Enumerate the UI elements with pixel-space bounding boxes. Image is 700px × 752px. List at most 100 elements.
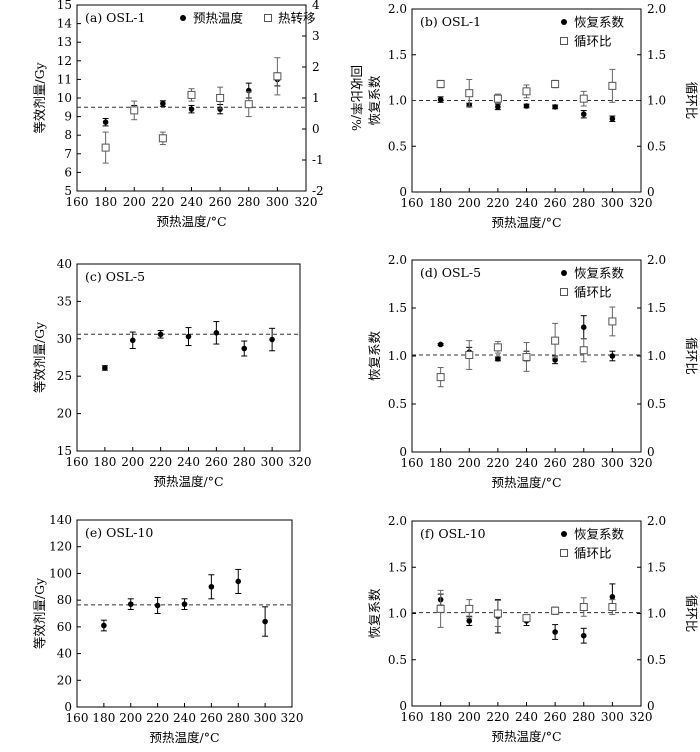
legend-label: 循环比: [574, 34, 612, 49]
legend-label: 恢复系数: [574, 15, 625, 30]
y2-tick-label: 1.0: [647, 94, 666, 108]
x-tick-label: 180: [93, 455, 116, 469]
y-tick-label: 60: [57, 620, 72, 634]
x-tick-label: 320: [630, 710, 653, 724]
x-axis-label: 预热温度/°C: [491, 215, 561, 230]
y-tick-label: 35: [57, 294, 72, 308]
y-tick-label: 0.5: [388, 653, 407, 667]
y2-tick-label: 1: [312, 91, 320, 105]
y2-tick-label: 1.5: [647, 560, 666, 574]
x-tick-label: 160: [66, 455, 89, 469]
y2-tick-label: 0: [647, 185, 655, 199]
x-axis-label: 预热温度/°C: [491, 729, 561, 744]
y-tick-label: 40: [57, 647, 72, 661]
y-tick-label: 12: [57, 54, 72, 68]
data-point-square: [187, 90, 196, 99]
data-point-square: [608, 603, 617, 612]
y2-tick-label: -1: [312, 153, 324, 167]
data-point-dot: [580, 111, 587, 118]
y-axis-label: 恢复系数: [367, 588, 382, 639]
data-point-dot: [188, 106, 195, 112]
x-tick-label: 280: [237, 195, 260, 209]
y-tick-label: 25: [57, 369, 72, 383]
x-axis-label: 预热温度/°C: [156, 214, 226, 229]
data-point-square: [130, 106, 139, 115]
data-point-dot: [157, 331, 164, 338]
y2-tick-label: -2: [312, 184, 324, 198]
y-tick-label: 7: [64, 147, 72, 161]
x-tick-label: 240: [180, 195, 203, 209]
data-point-square: [465, 351, 474, 360]
data-point-square: [579, 346, 588, 355]
y-tick-label: 1.0: [388, 349, 407, 363]
data-point-square: [522, 614, 531, 623]
x-tick-label: 280: [572, 196, 595, 210]
data-point-square: [551, 606, 560, 615]
panel-label: (f) OSL-10: [420, 526, 486, 541]
y-tick-label: 120: [49, 540, 72, 554]
data-point-square: [493, 94, 502, 103]
y2-tick-label: 4: [312, 0, 320, 12]
data-point-square: [436, 80, 445, 89]
data-point-dot: [262, 618, 268, 625]
legend-square-marker: [560, 549, 568, 557]
data-point-dot: [437, 341, 444, 348]
y-tick-label: 0: [399, 185, 407, 199]
legend-label: 恢复系数: [574, 527, 625, 542]
x-tick-label: 320: [281, 711, 304, 725]
panel-label: (d) OSL-5: [420, 265, 481, 280]
data-point-square: [551, 336, 560, 345]
x-tick-label: 300: [254, 711, 277, 725]
data-point-dot: [437, 96, 444, 103]
x-tick-label: 220: [486, 196, 509, 210]
x-tick-label: 180: [92, 711, 115, 725]
x-tick-label: 220: [149, 455, 172, 469]
y-tick-label: 0.5: [388, 397, 407, 411]
x-tick-label: 200: [119, 711, 142, 725]
y2-tick-label: 0: [647, 445, 655, 459]
data-point-square: [579, 603, 588, 612]
legend-dot-marker: [561, 270, 567, 276]
y-tick-label: 1.5: [388, 301, 407, 315]
y2-tick-label: 2.0: [647, 2, 666, 16]
x-tick-label: 300: [601, 196, 624, 210]
y2-tick-label: 1.5: [647, 301, 666, 315]
x-tick-label: 160: [401, 196, 424, 210]
plot-frame: [76, 519, 293, 708]
y-tick-label: 1.0: [388, 607, 407, 621]
data-point-dot: [213, 330, 220, 336]
x-tick-label: 220: [486, 456, 509, 470]
x-tick-label: 280: [233, 455, 256, 469]
y2-tick-label: 0: [647, 699, 655, 713]
y-tick-label: 1.0: [388, 94, 407, 108]
x-tick-label: 160: [66, 195, 89, 209]
y-tick-label: 15: [57, 0, 72, 12]
y2-tick-label: 2.0: [647, 253, 666, 267]
panel-label: (c) OSL-5: [85, 269, 145, 284]
x-tick-label: 200: [123, 195, 146, 209]
x-tick-label: 280: [572, 710, 595, 724]
x-tick-label: 260: [544, 196, 567, 210]
legend-square-marker: [264, 14, 272, 22]
data-point-dot: [208, 583, 215, 590]
y-tick-label: 0: [64, 700, 72, 714]
y2-tick-label: 1.5: [647, 48, 666, 62]
y-tick-label: 0.5: [388, 139, 407, 153]
y-tick-label: 2.0: [388, 2, 407, 16]
data-point-dot: [552, 629, 558, 635]
legend-dot-marker: [180, 15, 186, 21]
y2-tick-label: 2.0: [647, 514, 666, 528]
data-point-square: [436, 373, 445, 382]
x-tick-label: 200: [458, 196, 481, 210]
data-point-dot: [181, 601, 188, 607]
data-point-square: [493, 609, 502, 618]
legend-label: 恢复系数: [574, 266, 625, 281]
y2-tick-label: 0: [312, 122, 320, 136]
y2-axis-label: 循环比: [684, 82, 699, 120]
y2-tick-label: 0.5: [647, 653, 666, 667]
data-point-dot: [466, 618, 473, 624]
x-tick-label: 240: [515, 196, 538, 210]
x-tick-label: 160: [401, 710, 424, 724]
legend-label: 预热温度: [193, 11, 244, 26]
